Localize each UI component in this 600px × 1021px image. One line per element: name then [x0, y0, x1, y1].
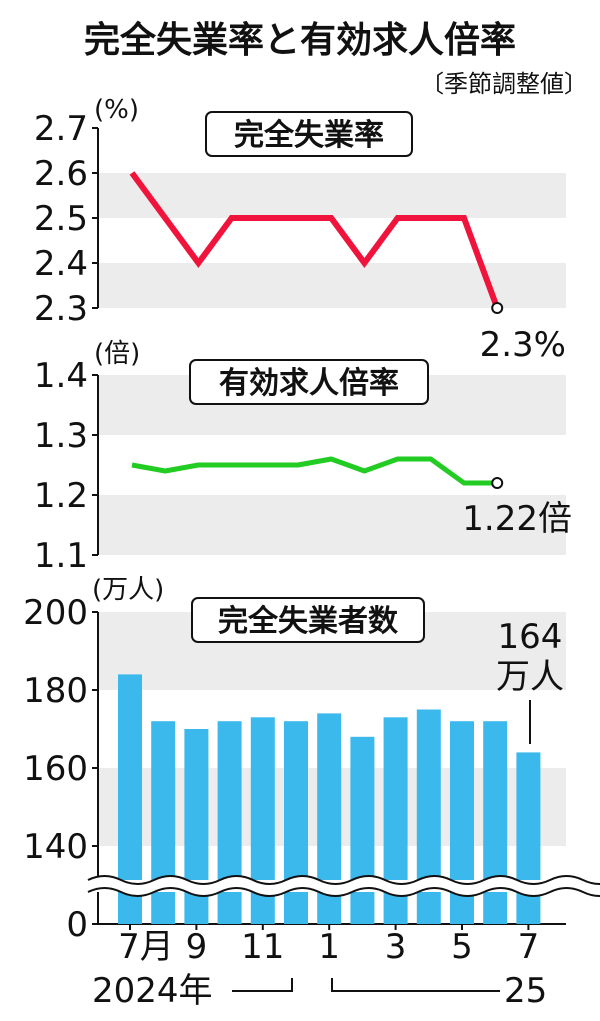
bar	[284, 721, 308, 924]
panel-unemployed-persons: 0 140 160 180 200 (万人) 完全失業者数 164 万人	[23, 575, 600, 945]
x-tick-label: 7	[518, 927, 540, 967]
p3-tick-label: 180	[23, 671, 88, 711]
bar	[350, 737, 374, 924]
panel-unemployment-rate: 2.3 2.4 2.5 2.6 2.7 (%) 完全失業率 2.3%	[34, 95, 566, 365]
x-tick-label: 3	[385, 927, 407, 967]
year-bracket-2024	[232, 978, 292, 991]
p3-tick-label: 140	[23, 827, 88, 867]
p1-tick-label: 2.4	[34, 244, 88, 284]
p3-tick-label: 0	[66, 905, 88, 945]
p2-end-marker	[492, 478, 502, 488]
p1-title: 完全失業率	[234, 118, 384, 153]
x-tick-label: 11	[241, 927, 284, 967]
p3-end-unit: 万人	[496, 657, 564, 697]
p2-end-label: 1.22倍	[462, 499, 572, 539]
p3-tick-label: 200	[23, 593, 88, 633]
p1-tick-label: 2.6	[34, 154, 88, 194]
p2-tick-label: 1.2	[34, 476, 88, 516]
p3-title: 完全失業者数	[218, 604, 399, 639]
p1-tick-label: 2.3	[34, 289, 88, 329]
p2-tick-label: 1.1	[34, 536, 88, 576]
bar	[218, 721, 242, 924]
bar	[516, 752, 540, 924]
chart-subtitle: 〔季節調整値〕	[420, 70, 588, 98]
p1-tick-label: 2.5	[34, 199, 88, 239]
p2-tick-label: 1.3	[34, 416, 88, 456]
bar	[483, 721, 507, 924]
x-tick-label: 5	[451, 927, 473, 967]
x-tick-label: 9	[186, 927, 208, 967]
p2-title: 有効求人倍率	[219, 366, 399, 401]
chart-title: 完全失業率と有効求人倍率	[84, 19, 516, 61]
p1-unit-label: (%)	[94, 95, 139, 125]
p3-unit-label: (万人)	[92, 575, 164, 605]
x-tick-label: 7月	[118, 927, 174, 967]
p2-unit-label: (倍)	[94, 339, 140, 369]
bar	[151, 721, 175, 924]
p1-end-label: 2.3%	[480, 325, 566, 365]
x-tick-label: 1	[318, 927, 340, 967]
year-label-2025: 25	[504, 971, 547, 1011]
year-label-2024: 2024年	[92, 971, 213, 1011]
p3-end-value: 164	[498, 617, 563, 657]
p1-band-2.5-2.6	[98, 173, 566, 218]
p1-end-marker	[492, 303, 502, 313]
p1-tick-label: 2.7	[34, 109, 88, 149]
p3-tick-label: 160	[23, 749, 88, 789]
year-bracket-2025	[332, 978, 500, 991]
panel-job-openings-ratio: 1.1 1.2 1.3 1.4 (倍) 有効求人倍率 1.22倍	[34, 339, 572, 576]
p2-series-line	[132, 459, 497, 483]
p2-tick-label: 1.4	[34, 356, 88, 396]
